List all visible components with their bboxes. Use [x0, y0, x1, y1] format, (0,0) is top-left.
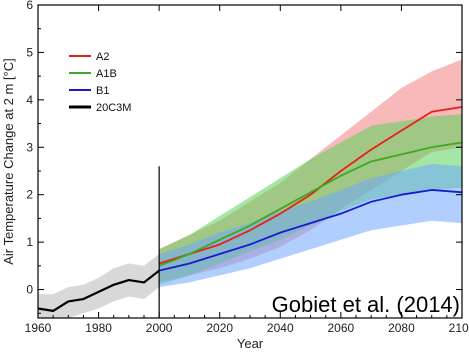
legend-label-a2: A2 [96, 51, 109, 63]
y-tick-label: 4 [26, 93, 33, 107]
y-tick-label: 6 [26, 0, 33, 12]
y-tick-label: 5 [26, 45, 33, 59]
series-line-a2 [158, 106, 463, 265]
x-tick-label: 2020 [206, 321, 233, 335]
legend-label-a1b: A1B [96, 68, 117, 80]
legend: A2 A1B B1 20C3M [69, 51, 131, 114]
x-tick-label: 2000 [146, 321, 173, 335]
x-tick-label: 1980 [85, 321, 112, 335]
x-tick-label: 2060 [328, 321, 355, 335]
citation-annotation: Gobiet et al. (2014) [272, 292, 460, 317]
x-axis-label: Year [237, 336, 264, 351]
series-line-a1b [158, 141, 463, 267]
series-line-b1 [158, 189, 463, 272]
y-tick-label: 2 [26, 188, 33, 202]
y-tick-label: 3 [26, 140, 33, 154]
axis-ticks [37, 4, 463, 318]
uncertainty-bands [38, 59, 462, 318]
x-tick-label: 1960 [25, 321, 52, 335]
x-tick-label: 2040 [267, 321, 294, 335]
x-tick-label: 2080 [388, 321, 415, 335]
legend-label-b1: B1 [96, 85, 109, 97]
legend-label-20c3m: 20C3M [96, 102, 131, 114]
series-lines [37, 106, 463, 312]
y-tick-label: 1 [26, 235, 33, 249]
series-line-20c3m [37, 269, 160, 312]
band-b1 [159, 163, 462, 288]
y-tick-label: 0 [26, 283, 33, 297]
y-axis-label: Air Temperature Change at 2 m [°C] [1, 58, 16, 265]
